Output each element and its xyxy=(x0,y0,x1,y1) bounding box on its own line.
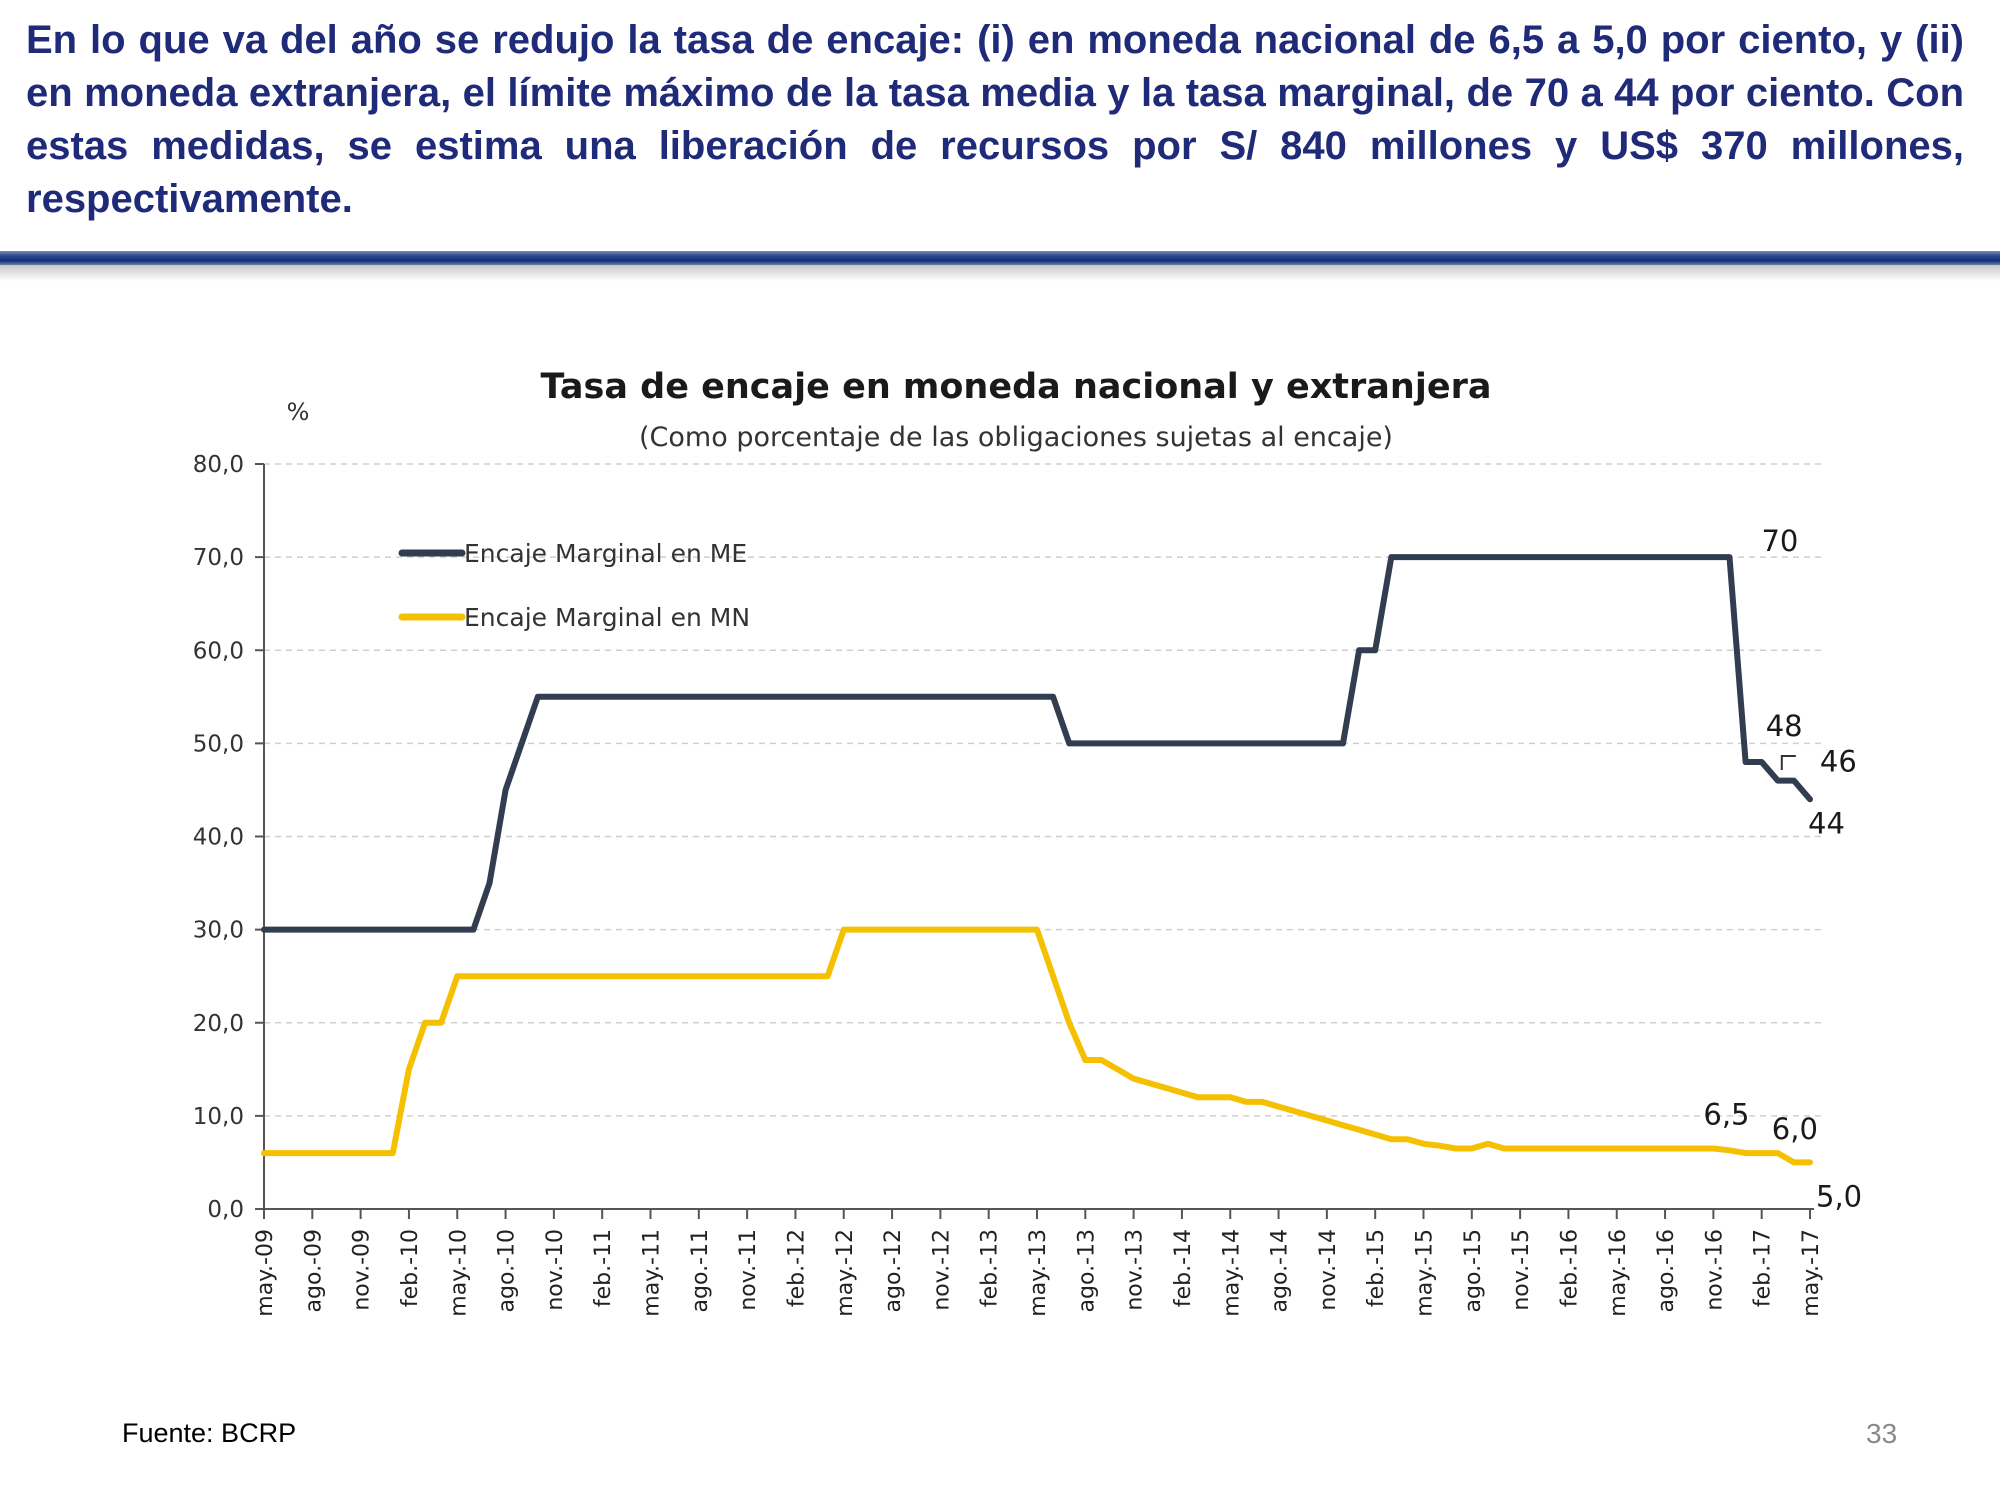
x-tick-label: nov.-09 xyxy=(350,1229,375,1311)
annotation-leader xyxy=(1780,755,1796,770)
data-label: 48 xyxy=(1766,709,1803,743)
data-label: 70 xyxy=(1761,524,1798,558)
data-label: 46 xyxy=(1820,745,1857,779)
x-tick-label: may.-17 xyxy=(1799,1229,1824,1317)
x-tick-label: ago.-10 xyxy=(495,1229,520,1312)
series-line xyxy=(261,554,1813,933)
x-tick-label: ago.-13 xyxy=(1074,1229,1099,1312)
x-tick-label: feb.-10 xyxy=(398,1229,423,1307)
header-divider-shadow xyxy=(0,265,2000,281)
x-tick-label: feb.-15 xyxy=(1364,1229,1389,1307)
x-tick-label: feb.-12 xyxy=(784,1229,809,1307)
x-tick-label: nov.-13 xyxy=(1123,1229,1148,1311)
x-tick-label: may.-11 xyxy=(640,1229,665,1317)
y-tick-label: 0,0 xyxy=(207,1197,244,1223)
axes xyxy=(255,463,1814,1219)
chart-title: Tasa de encaje en moneda nacional y extr… xyxy=(541,367,1492,407)
y-tick-label: 70,0 xyxy=(193,545,244,571)
data-label: 6,5 xyxy=(1703,1097,1749,1131)
x-tick-label: may.-13 xyxy=(1026,1229,1051,1317)
y-tick-label: 30,0 xyxy=(193,918,244,944)
slide-headline: En lo que va del año se redujo la tasa d… xyxy=(26,18,1964,221)
x-tick-label: nov.-11 xyxy=(736,1229,761,1311)
x-tick-label: may.-16 xyxy=(1606,1229,1631,1317)
labels: Tasa de encaje en moneda nacional y extr… xyxy=(193,367,1862,1317)
x-tick-label: may.-15 xyxy=(1413,1229,1438,1317)
x-tick-label: nov.-16 xyxy=(1702,1229,1727,1311)
x-tick-label: may.-14 xyxy=(1219,1229,1244,1317)
x-tick-label: feb.-16 xyxy=(1557,1229,1582,1307)
y-tick-label: 10,0 xyxy=(193,1104,244,1130)
x-tick-label: may.-12 xyxy=(833,1229,858,1317)
x-tick-label: may.-10 xyxy=(446,1229,471,1317)
x-tick-label: ago.-14 xyxy=(1268,1229,1293,1312)
chart-subtitle: (Como porcentaje de las obligaciones suj… xyxy=(639,422,1393,453)
x-tick-label: feb.-13 xyxy=(978,1229,1003,1307)
y-tick-label: 20,0 xyxy=(193,1011,244,1037)
x-tick-label: nov.-12 xyxy=(929,1229,954,1311)
page-number: 33 xyxy=(1866,1418,1898,1449)
x-tick-label: nov.-10 xyxy=(543,1229,568,1311)
x-tick-label: nov.-14 xyxy=(1316,1229,1341,1311)
x-tick-label: ago.-11 xyxy=(688,1229,713,1312)
legend-label: Encaje Marginal en MN xyxy=(464,603,750,632)
y-tick-label: 60,0 xyxy=(193,638,244,664)
x-tick-label: may.-09 xyxy=(253,1229,278,1317)
header-divider xyxy=(0,251,2000,265)
x-tick-label: ago.-15 xyxy=(1461,1229,1486,1312)
x-tick-label: ago.-16 xyxy=(1654,1229,1679,1312)
data-label: 5,0 xyxy=(1816,1179,1862,1213)
x-tick-label: feb.-17 xyxy=(1751,1229,1776,1307)
series-lines xyxy=(261,554,1813,1166)
y-axis-unit: % xyxy=(287,398,310,426)
y-tick-label: 80,0 xyxy=(193,452,244,478)
y-tick-label: 50,0 xyxy=(193,731,244,757)
x-tick-label: ago.-12 xyxy=(881,1229,906,1312)
data-label: 6,0 xyxy=(1772,1112,1818,1146)
x-tick-label: ago.-09 xyxy=(301,1229,326,1312)
legend-label: Encaje Marginal en ME xyxy=(464,539,747,568)
series-line xyxy=(261,926,1813,1166)
x-tick-label: nov.-15 xyxy=(1509,1229,1534,1311)
x-tick-label: feb.-14 xyxy=(1171,1229,1196,1307)
y-tick-label: 40,0 xyxy=(193,825,244,851)
data-label: 44 xyxy=(1808,806,1845,840)
x-tick-label: feb.-11 xyxy=(591,1229,616,1307)
source-note: Fuente: BCRP xyxy=(122,1418,297,1448)
